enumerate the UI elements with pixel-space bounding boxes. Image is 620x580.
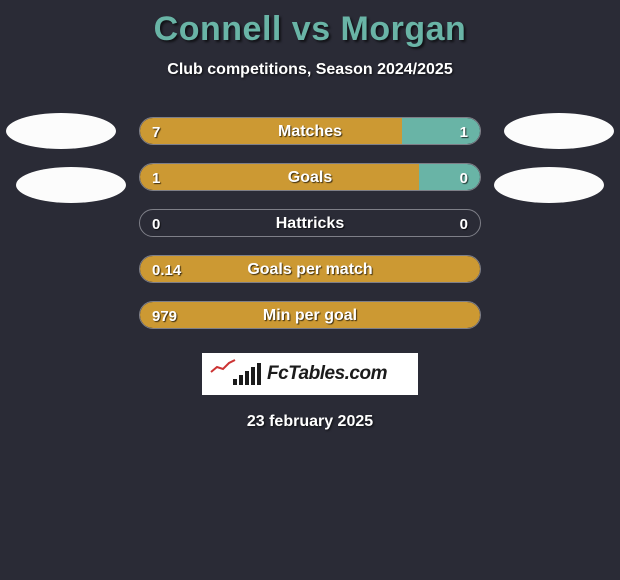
stat-bar: 0 0Hattricks	[139, 209, 481, 237]
fctables-logo[interactable]: FcTables.com	[202, 353, 418, 395]
stat-bar: 0.14Goals per match	[139, 255, 481, 283]
bar-right-fill	[402, 118, 480, 144]
stat-value-left: 1	[152, 164, 160, 191]
stats-block: 71Matches10Goals00Hattricks0.14Goals per…	[0, 117, 620, 347]
stat-bar: 979Min per goal	[139, 301, 481, 329]
stat-row: 71Matches	[0, 117, 620, 145]
stat-row: 979Min per goal	[0, 301, 620, 329]
bar-left-fill	[140, 256, 480, 282]
bar-left-fill	[140, 164, 419, 190]
stat-label: Hattricks	[140, 210, 480, 237]
stat-row: 0 0Hattricks	[0, 209, 620, 237]
stat-value-left: 0.14	[152, 256, 181, 283]
stat-row: 10Goals	[0, 163, 620, 191]
chart-container: Connell vs Morgan Club competitions, Sea…	[0, 0, 620, 431]
page-title: Connell vs Morgan	[154, 10, 467, 49]
subtitle: Club competitions, Season 2024/2025	[167, 61, 452, 79]
bar-left-fill	[140, 302, 480, 328]
snapshot-date: 23 february 2025	[247, 413, 373, 431]
bar-right-fill	[419, 164, 480, 190]
stat-row: 0.14Goals per match	[0, 255, 620, 283]
logo-text: FcTables.com	[267, 363, 387, 385]
stat-value-right: 0	[460, 210, 468, 237]
logo-bars-icon	[233, 363, 261, 385]
stat-value-left: 0	[152, 210, 160, 237]
stat-bar: 10Goals	[139, 163, 481, 191]
stat-value-left: 979	[152, 302, 177, 329]
bar-left-fill	[140, 118, 402, 144]
stat-value-right: 1	[460, 118, 468, 145]
stat-bar: 71Matches	[139, 117, 481, 145]
stat-value-left: 7	[152, 118, 160, 145]
stat-value-right: 0	[460, 164, 468, 191]
